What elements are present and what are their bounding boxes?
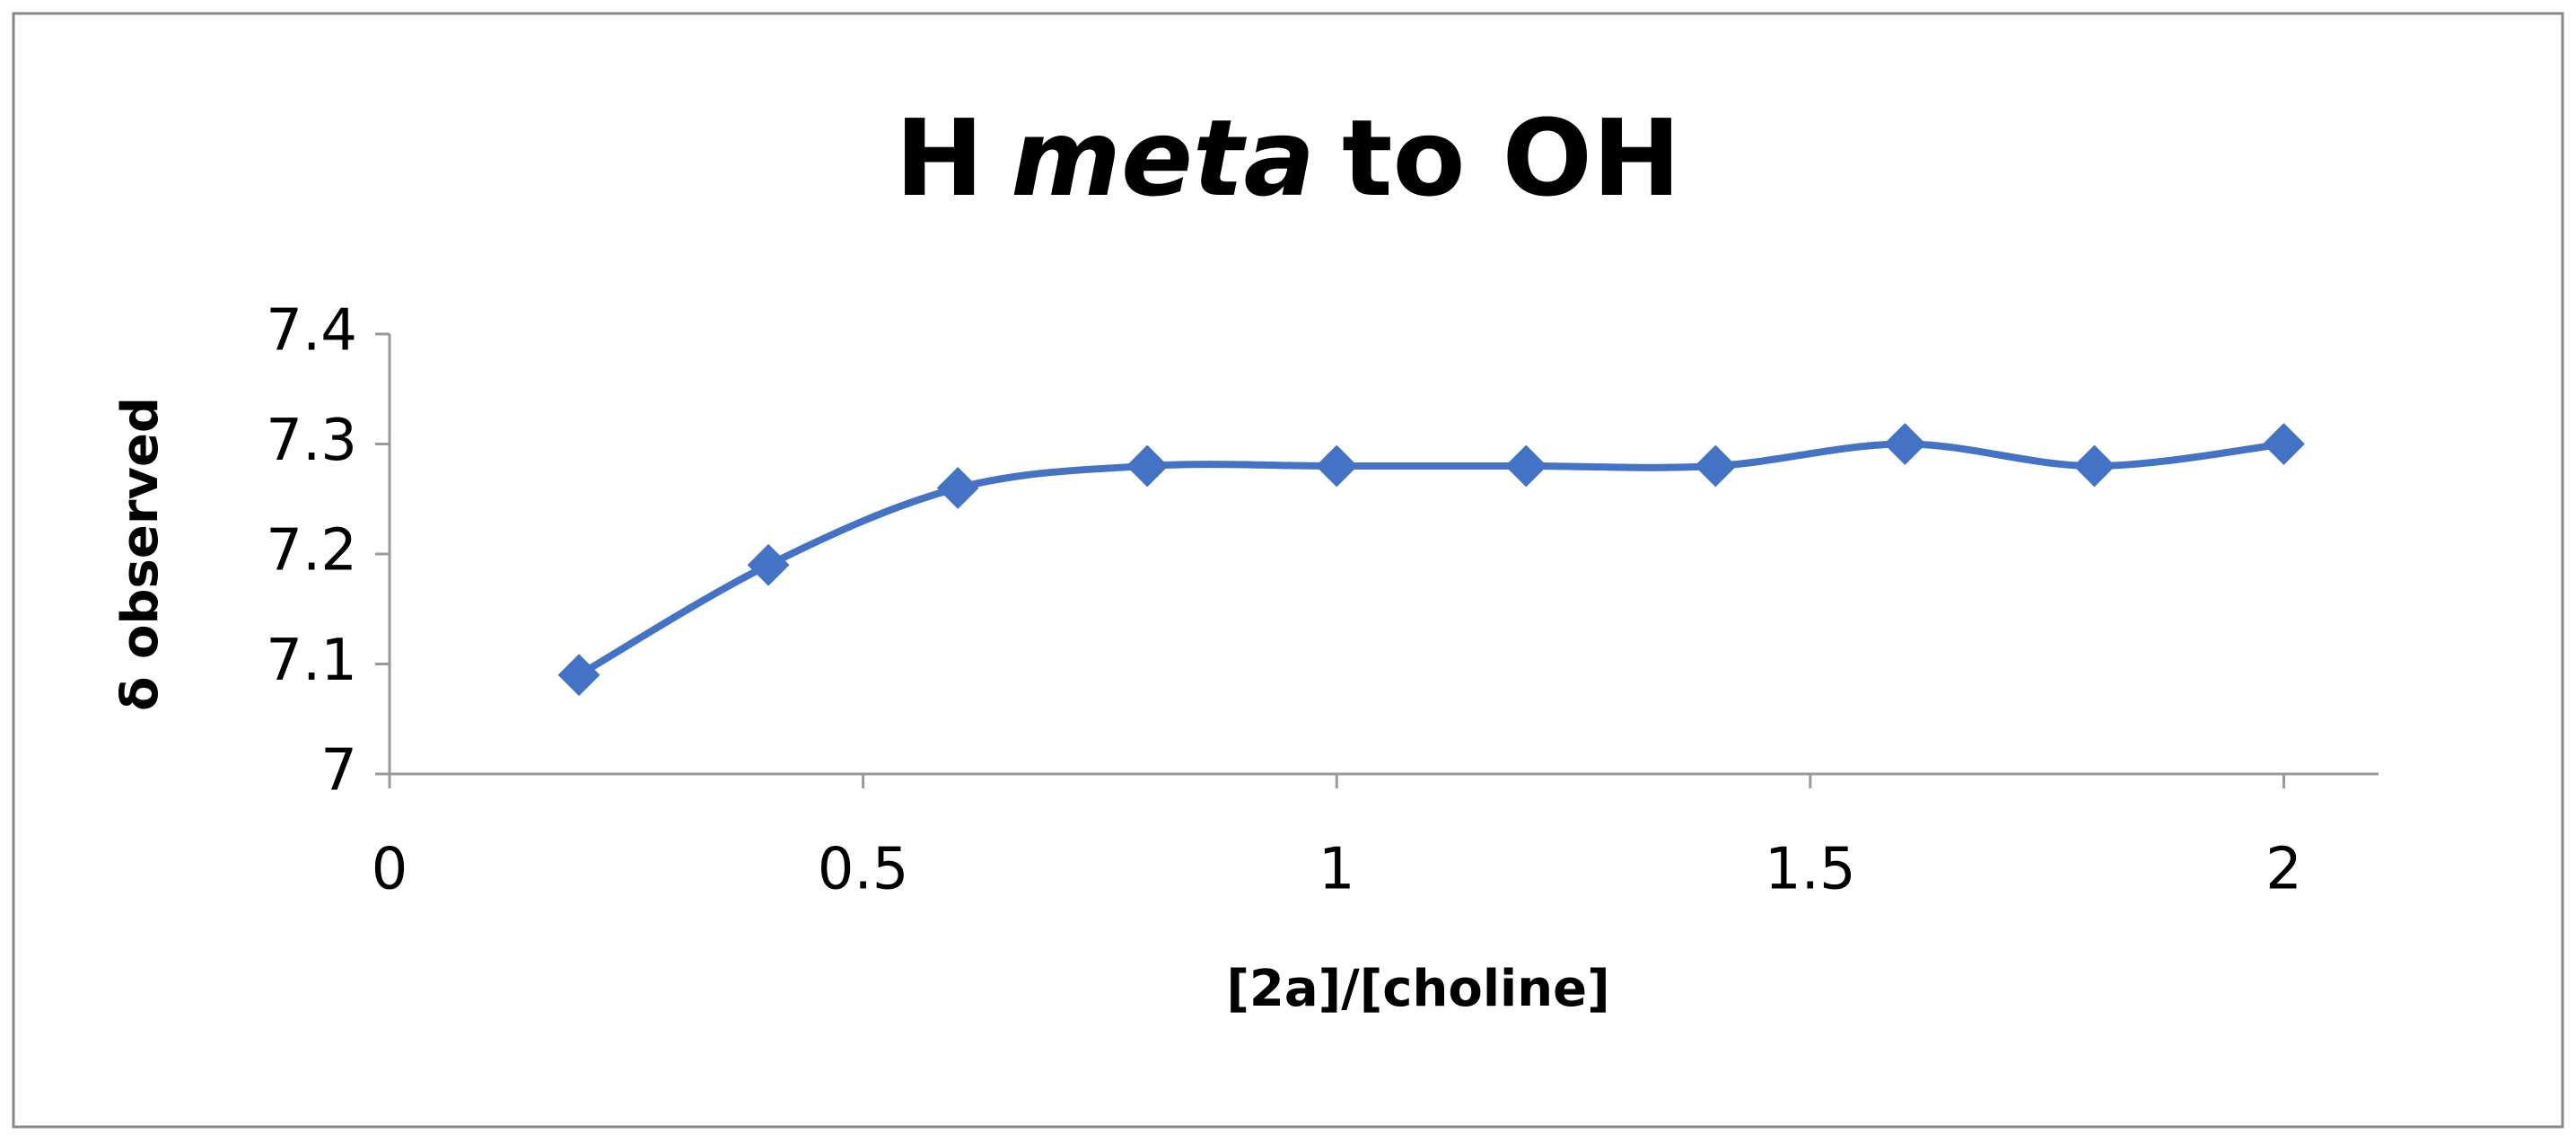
data-point [1504, 444, 1547, 488]
x-tick-label: 2 [2265, 837, 2302, 903]
y-tick-label: 7 [320, 738, 357, 804]
data-point [2073, 444, 2116, 488]
data-point [1883, 423, 1926, 465]
y-tick-label: 7.3 [266, 408, 357, 474]
data-point [1315, 444, 1358, 488]
title-part: H [895, 96, 984, 220]
data-point [936, 467, 979, 509]
y-axis-title: δ observed [111, 397, 170, 711]
chart-border [12, 12, 2564, 1129]
data-point [1126, 444, 1169, 488]
x-axis-title: [2a]/[choline] [1226, 960, 1609, 1018]
data-point [1694, 444, 1737, 488]
x-tick-label: 1 [1319, 837, 1355, 903]
x-tick-label: 0 [372, 837, 408, 903]
data-point [557, 654, 600, 697]
data-point [747, 543, 790, 586]
x-tick-label: 1.5 [1765, 837, 1856, 903]
data-point [2263, 423, 2305, 465]
title-part: to OH [1342, 96, 1681, 220]
y-tick-label: 7.4 [266, 298, 357, 365]
series-line [577, 440, 2284, 679]
x-tick-label: 0.5 [818, 837, 909, 903]
y-tick-label: 7.1 [266, 628, 357, 694]
title-part: meta [1011, 96, 1315, 220]
y-tick-label: 7.2 [266, 518, 357, 585]
